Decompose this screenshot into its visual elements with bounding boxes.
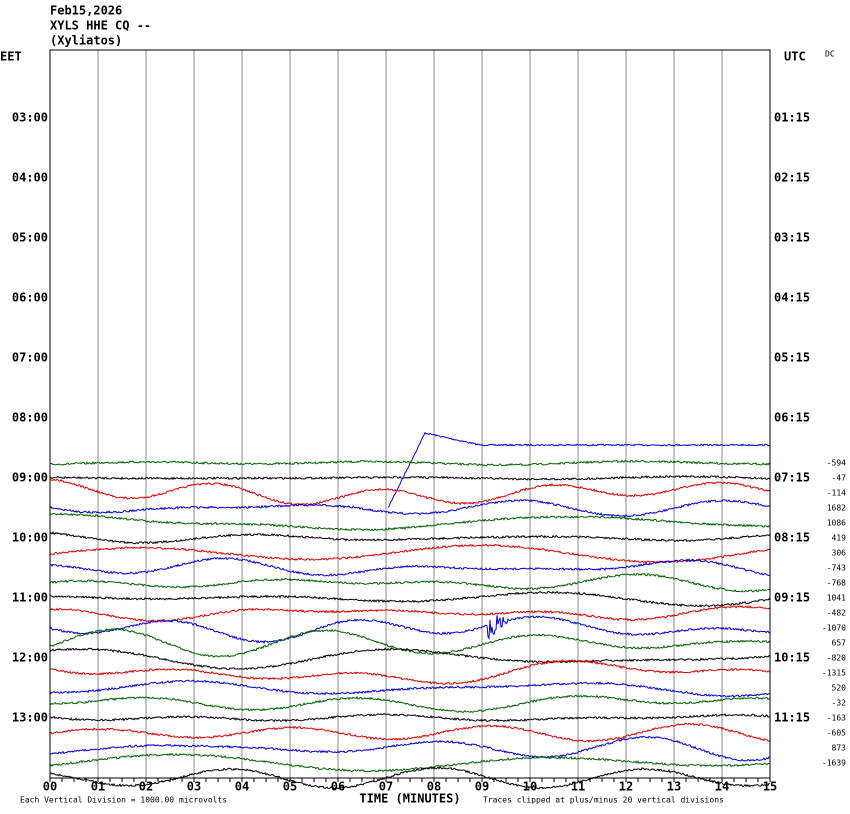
trace xyxy=(49,694,771,714)
left-zone: EET xyxy=(0,50,22,64)
right-time: 07:15 xyxy=(774,471,810,485)
trace xyxy=(49,531,771,545)
x-tick-label: 00 xyxy=(43,780,57,794)
location: (Xyliatos) xyxy=(50,34,122,48)
left-time: 11:00 xyxy=(12,591,48,605)
trace xyxy=(50,628,771,658)
trace-offset: -743 xyxy=(827,564,846,573)
left-time: 08:00 xyxy=(12,411,48,425)
right-time: 10:15 xyxy=(774,651,810,665)
x-tick-label: 05 xyxy=(283,780,297,794)
trace-offset: 306 xyxy=(832,549,847,558)
trace-offset: -163 xyxy=(827,714,846,723)
trace xyxy=(49,647,771,671)
x-tick-label: 02 xyxy=(139,780,153,794)
trace xyxy=(49,590,771,608)
x-tick-label: 13 xyxy=(667,780,681,794)
trace-offset: -32 xyxy=(832,699,847,708)
right-time: 05:15 xyxy=(774,351,810,365)
trace xyxy=(49,512,771,532)
trace-offset: 657 xyxy=(832,639,847,648)
trace xyxy=(49,722,771,743)
trace xyxy=(387,431,771,508)
right-time: 09:15 xyxy=(774,591,810,605)
trace xyxy=(49,766,771,790)
trace xyxy=(49,556,771,577)
x-tick-label: 03 xyxy=(187,780,201,794)
x-axis-label: TIME (MINUTES) xyxy=(359,792,460,806)
right-time: 06:15 xyxy=(774,411,810,425)
right-zone: UTC xyxy=(784,50,806,64)
trace xyxy=(49,498,771,518)
left-time: 04:00 xyxy=(12,171,48,185)
trace xyxy=(49,474,771,481)
trace-offset: -605 xyxy=(827,729,846,738)
trace xyxy=(49,572,771,593)
trace-offset: 520 xyxy=(832,684,847,693)
trace xyxy=(49,679,771,698)
trace-offset: -114 xyxy=(827,489,846,498)
trace-offset: 1086 xyxy=(827,519,846,528)
trace-offset: 1682 xyxy=(827,504,846,513)
x-tick-label: 06 xyxy=(331,780,345,794)
x-tick-label: 14 xyxy=(715,780,729,794)
trace xyxy=(49,659,771,685)
x-tick-label: 15 xyxy=(763,780,777,794)
trace-offset: 419 xyxy=(832,534,847,543)
plot-frame xyxy=(49,49,771,779)
trace xyxy=(49,605,771,623)
x-tick-label: 09 xyxy=(475,780,489,794)
x-tick-label: 08 xyxy=(427,780,441,794)
trace xyxy=(49,752,771,773)
trace xyxy=(49,735,771,762)
trace-offset: -1070 xyxy=(822,624,846,633)
left-time: 09:00 xyxy=(12,471,48,485)
trace xyxy=(49,478,771,506)
trace-offset: -768 xyxy=(827,579,846,588)
left-time: 07:00 xyxy=(12,351,48,365)
footer-left: Each Vertical Division = 1000.00 microvo… xyxy=(20,796,227,805)
left-time: 03:00 xyxy=(12,111,48,125)
x-tick-label: 12 xyxy=(619,780,633,794)
trace-offset: -820 xyxy=(827,654,846,663)
right-time: 03:15 xyxy=(774,231,810,245)
trace xyxy=(49,543,771,564)
right-time: 02:15 xyxy=(774,171,810,185)
trace-offset: -47 xyxy=(832,474,847,483)
station: XYLS HHE CQ -- xyxy=(50,19,151,33)
trace-offset: -482 xyxy=(827,609,846,618)
trace-offset: 1041 xyxy=(827,594,846,603)
x-tick-label: 07 xyxy=(379,780,393,794)
right-time: 08:15 xyxy=(774,531,810,545)
left-time: 10:00 xyxy=(12,531,48,545)
trace xyxy=(49,713,771,723)
date: Feb15,2026 xyxy=(50,4,122,18)
x-tick-label: 04 xyxy=(235,780,249,794)
dc-label: DC xyxy=(825,50,835,59)
right-time: 11:15 xyxy=(774,711,810,725)
left-time: 06:00 xyxy=(12,291,48,305)
trace-offset: 873 xyxy=(832,744,847,753)
trace xyxy=(49,459,771,467)
left-time: 12:00 xyxy=(12,651,48,665)
trace-offset: -594 xyxy=(827,459,846,468)
right-time: 01:15 xyxy=(774,111,810,125)
left-time: 13:00 xyxy=(12,711,48,725)
trace xyxy=(49,615,771,644)
trace-offset: -1639 xyxy=(822,759,846,768)
right-time: 04:15 xyxy=(774,291,810,305)
footer-right: Traces clipped at plus/minus 20 vertical… xyxy=(483,796,724,805)
trace-offset: -1315 xyxy=(822,669,846,678)
left-time: 05:00 xyxy=(12,231,48,245)
